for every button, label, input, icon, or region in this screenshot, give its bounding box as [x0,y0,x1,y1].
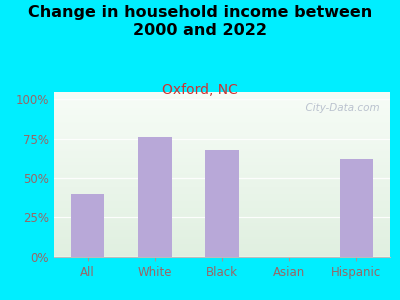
Text: Change in household income between
2000 and 2022: Change in household income between 2000 … [28,4,372,38]
Text: Oxford, NC: Oxford, NC [162,82,238,97]
Bar [138,137,172,256]
Bar [71,194,104,256]
Bar [340,159,373,256]
Bar [205,150,239,256]
Text: City-Data.com: City-Data.com [299,103,380,113]
